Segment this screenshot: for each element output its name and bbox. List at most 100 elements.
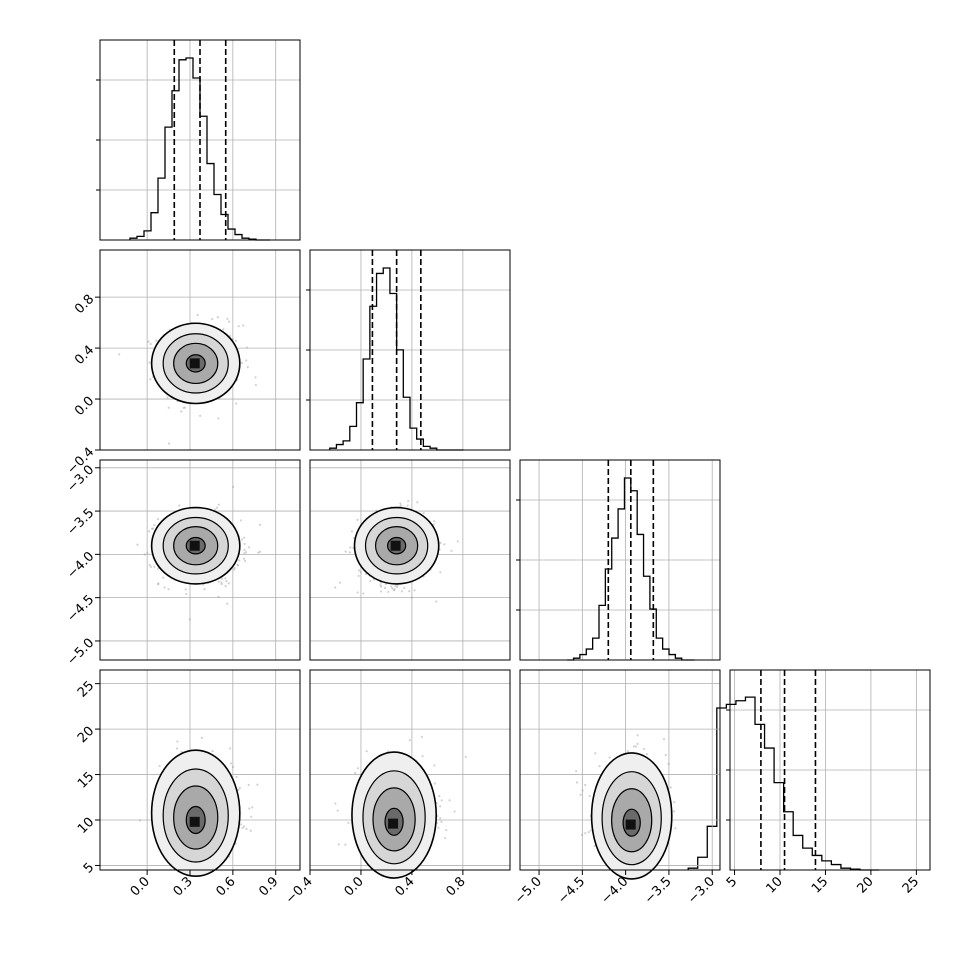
sample-point: [356, 518, 359, 521]
sample-point: [167, 406, 170, 409]
sample-point: [422, 511, 425, 515]
sample-point: [243, 552, 246, 555]
xtick-label-3-4: 25: [900, 874, 922, 896]
ytick-label-2-1: −4.5: [64, 592, 97, 625]
sample-point: [220, 582, 223, 586]
sample-point: [227, 582, 230, 585]
sample-point: [626, 749, 629, 753]
sample-point: [440, 799, 443, 802]
sample-point: [242, 557, 246, 560]
xtick-label-2-3: −3.5: [642, 874, 675, 907]
sample-point: [593, 844, 596, 848]
sample-point: [448, 799, 451, 802]
sample-point: [672, 810, 676, 813]
density-peak-3-1: [388, 818, 399, 829]
sample-point: [254, 376, 257, 379]
sample-point: [336, 809, 339, 812]
xtick-label-0-0: 0.0: [128, 874, 153, 899]
sample-point: [407, 499, 410, 503]
sample-point: [225, 580, 228, 583]
sample-point: [247, 783, 250, 786]
sample-point: [146, 551, 149, 555]
sample-point: [662, 738, 666, 741]
histogram-1: [329, 267, 464, 451]
sample-point: [236, 564, 240, 567]
sample-point: [183, 406, 187, 409]
ytick-label-2-0: −5.0: [64, 636, 97, 669]
sample-point: [180, 410, 183, 413]
sample-point: [163, 586, 166, 589]
sample-point: [233, 568, 236, 571]
sample-point: [575, 770, 578, 773]
xtick-label-3-1: 10: [764, 874, 786, 896]
sample-point: [236, 563, 239, 566]
sample-point: [251, 806, 254, 809]
sample-point: [150, 527, 154, 530]
grid-1-1: [310, 250, 510, 450]
sample-point: [243, 548, 246, 552]
sample-point: [211, 750, 214, 753]
sample-point: [237, 788, 240, 791]
sample-point: [234, 339, 238, 343]
sample-point: [222, 328, 225, 331]
sample-point: [243, 536, 246, 539]
sample-point: [406, 504, 409, 507]
sample-point: [380, 585, 383, 588]
sample-point: [337, 843, 340, 846]
sample-point: [243, 825, 246, 828]
sample-point: [338, 581, 342, 584]
sample-point: [153, 524, 156, 527]
xtick-label-0-3: 0.9: [256, 874, 281, 899]
sample-point: [216, 316, 220, 319]
density-peak-2-0: [189, 540, 200, 551]
sample-point: [433, 520, 436, 523]
density-peak-3-2: [625, 819, 636, 830]
sample-point: [248, 546, 251, 549]
xtick-label-3-0: 5: [724, 874, 740, 890]
sample-point: [182, 406, 185, 409]
sample-point: [439, 571, 442, 574]
sample-point: [356, 767, 359, 770]
sample-point: [344, 550, 347, 553]
sample-point: [632, 745, 635, 748]
sample-point: [393, 588, 396, 591]
ytick-label-3-4: 25: [75, 678, 97, 700]
sample-point: [229, 762, 233, 765]
sample-point: [636, 734, 639, 737]
sample-point: [365, 750, 368, 753]
sample-point: [188, 618, 191, 621]
panel-frame-2-1: [309, 459, 511, 661]
sample-point: [245, 346, 249, 349]
sample-point: [584, 783, 587, 787]
sample-point: [156, 517, 160, 521]
sample-point: [589, 829, 592, 832]
sample-point: [396, 586, 399, 589]
sample-point: [157, 583, 160, 586]
sample-point: [587, 831, 590, 834]
sample-point: [245, 359, 248, 362]
sample-point: [254, 383, 257, 387]
sample-point: [166, 396, 169, 399]
sample-point: [149, 342, 152, 346]
sample-point: [147, 530, 151, 533]
sample-point: [235, 775, 238, 779]
sample-point: [369, 579, 372, 583]
sample-point: [240, 361, 243, 364]
sample-point: [138, 819, 142, 822]
panel-frame-3-3: [729, 669, 931, 871]
sample-point: [237, 325, 240, 328]
sample-point: [437, 826, 440, 829]
sample-point: [440, 820, 443, 823]
xtick-label-1-0: −0.4: [283, 874, 316, 907]
sample-point: [594, 752, 597, 755]
sample-point: [379, 584, 382, 587]
sample-point: [664, 753, 667, 757]
xtick-label-2-1: −4.5: [555, 874, 588, 907]
sample-point: [220, 577, 223, 580]
sample-point: [231, 765, 234, 769]
sample-point: [249, 829, 252, 832]
sample-point: [248, 807, 251, 810]
xtick-label-1-1: 0.0: [342, 874, 367, 899]
sample-point: [334, 586, 337, 589]
grid-2-1: [310, 460, 510, 660]
